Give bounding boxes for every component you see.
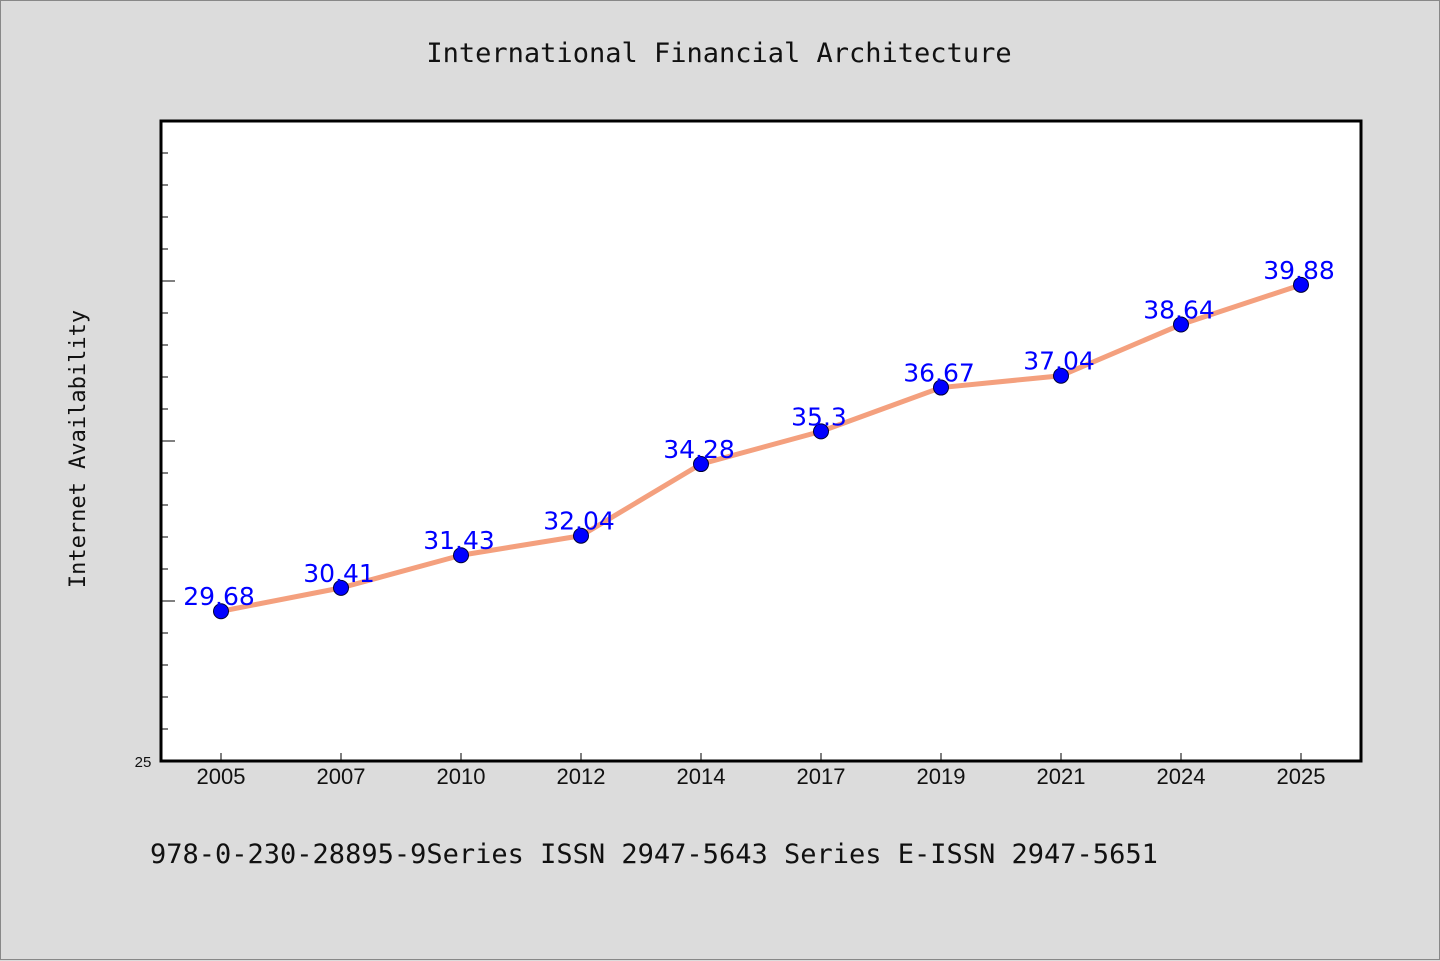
data-point [213, 603, 229, 620]
data-label: 38.64 [1143, 296, 1215, 325]
data-label: 35.3 [791, 402, 847, 431]
data-label: 30.41 [303, 559, 375, 588]
data-label: 39.88 [1263, 256, 1335, 285]
x-tick-label: 2017 [797, 764, 846, 789]
footer-text: 978-0-230-28895-9Series ISSN 2947-5643 S… [150, 839, 1158, 870]
data-point [573, 527, 589, 544]
data-label: 31.43 [423, 526, 495, 555]
data-point [693, 456, 709, 473]
x-tick-label: 2010 [437, 764, 486, 789]
x-axis-ticks: 2005 2007 2010 2012 2014 2017 2019 2021 2024 2025 [197, 753, 1326, 789]
y-min-tick-label: 25 [135, 754, 152, 771]
x-tick-label: 2021 [1037, 764, 1086, 789]
series-line [218, 282, 1304, 614]
data-label: 36.67 [903, 359, 975, 388]
data-point [1053, 367, 1069, 384]
x-tick-label: 2025 [1277, 764, 1326, 789]
data-label: 37.04 [1023, 347, 1095, 376]
x-tick-label: 2024 [1157, 764, 1206, 789]
chart-title: International Financial Architecture [426, 38, 1011, 69]
x-tick-label: 2014 [677, 764, 726, 789]
data-label: 32.04 [543, 507, 615, 536]
data-point [1293, 276, 1309, 293]
x-tick-label: 2007 [317, 764, 366, 789]
data-point [813, 423, 829, 440]
data-point [333, 579, 349, 596]
x-tick-label: 2012 [557, 764, 606, 789]
data-label: 34.28 [663, 435, 735, 464]
y-axis-label: Internet Availability [66, 310, 91, 588]
series-layer: 29.68 30.41 31.43 32.04 34.28 35.3 36.67 37.04 3… [183, 256, 1335, 620]
y-axis-ticks [161, 152, 175, 730]
data-point [1173, 316, 1189, 333]
data-label: 29.68 [183, 582, 255, 611]
data-point [453, 547, 469, 564]
data-point [933, 379, 949, 396]
x-tick-label: 2019 [917, 764, 966, 789]
plot-area [159, 119, 1363, 763]
x-tick-label: 2005 [197, 764, 246, 789]
